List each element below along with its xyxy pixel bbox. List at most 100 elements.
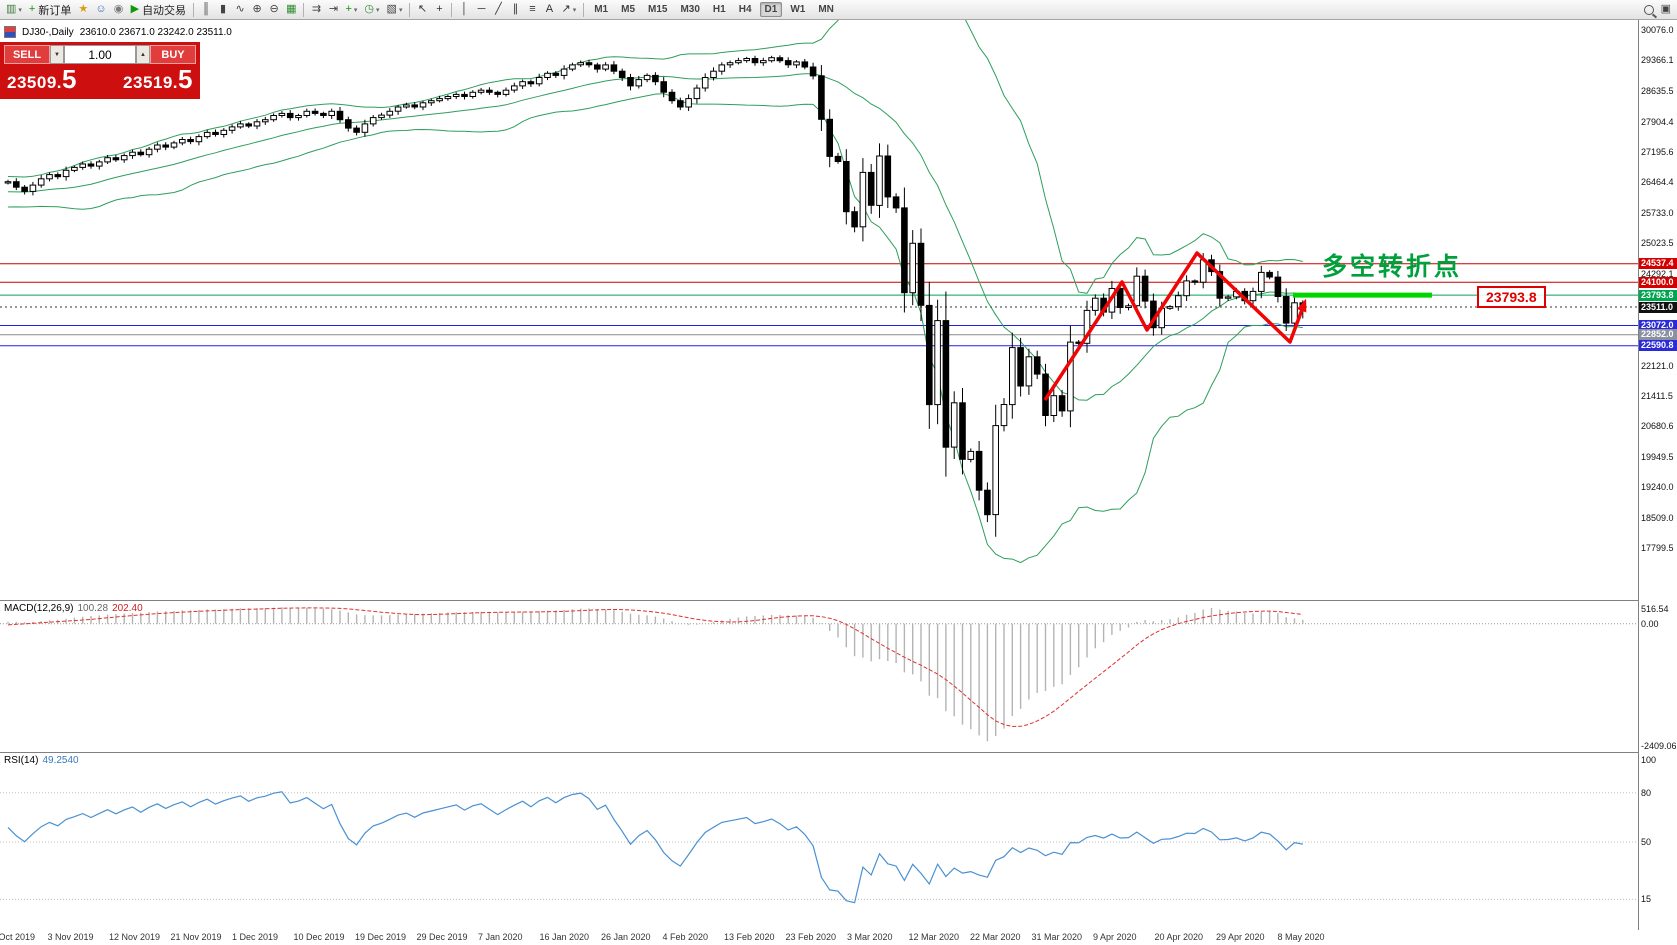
auto-scroll-button[interactable]: ⇉ [308, 1, 324, 18]
time-axis[interactable]: 24 Oct 2019 3 Nov 2019 12 Nov 2019 21 Nov 2… [0, 930, 1677, 945]
macd-indicator-chart[interactable] [0, 600, 1677, 752]
main-chart-panel[interactable]: DJ30-,Daily 23610.0 23671.0 23242.0 2351… [0, 20, 1677, 600]
volume-input[interactable] [64, 45, 136, 64]
text-icon: A [545, 3, 554, 15]
horizontal-line-icon: ─ [477, 3, 486, 15]
crosshair-icon: + [436, 3, 443, 15]
date-label: 12 Mar 2020 [908, 932, 960, 942]
vertical-line-icon: │ [461, 3, 468, 15]
price-tick-label: 18509.0 [1641, 513, 1674, 524]
buy-price[interactable]: 23519.5 [123, 64, 193, 94]
autotrading-icon: ▶ [130, 3, 140, 15]
date-label: 19 Dec 2019 [355, 932, 407, 942]
date-label: 7 Jan 2020 [478, 932, 523, 942]
rsi-indicator-chart[interactable] [0, 752, 1677, 930]
new-order-icon: + [28, 3, 36, 15]
new-chart-button[interactable]: ▥ ▾ [3, 1, 25, 18]
timeframe-button-H4[interactable]: H4 [738, 4, 752, 15]
cursor-icon: ↖ [417, 3, 428, 15]
rsi-axis-label: 15 [1641, 894, 1652, 905]
toolbar-separator [451, 2, 453, 17]
cursor-button[interactable]: ↖ [414, 1, 430, 18]
chevron-down-icon: ▾ [398, 6, 403, 14]
date-label: 23 Feb 2020 [785, 932, 837, 942]
timeframe-button-D1[interactable]: D1 [759, 2, 783, 17]
chart-shift-icon: ⇥ [328, 3, 339, 15]
date-label: 16 Jan 2020 [539, 932, 590, 942]
date-label: 9 Apr 2020 [1093, 932, 1137, 942]
panel-separator[interactable] [0, 752, 1677, 753]
metaquotes-icon: ◉ [113, 3, 124, 15]
search-button[interactable] [1641, 1, 1657, 18]
price-level-label: 22852.0 [1639, 329, 1677, 341]
periods-button[interactable]: ◷ ▾ [361, 1, 382, 18]
timeframe-button-M1[interactable]: M1 [594, 4, 609, 15]
panel-separator[interactable] [0, 600, 1677, 601]
toolbar-separator [583, 2, 585, 17]
window-layout-button[interactable]: ▣ [1658, 1, 1674, 18]
macd-axis-label: -2409.06 [1641, 741, 1677, 751]
zoom-in-button[interactable]: ⊕ [249, 1, 265, 18]
timeframe-button-W1[interactable]: W1 [790, 4, 806, 15]
timeframe-button-M30[interactable]: M30 [680, 4, 700, 15]
volume-decrease-button[interactable]: ▼ [50, 45, 64, 64]
timeframe-button-H1[interactable]: H1 [712, 4, 726, 15]
zoom-out-button[interactable]: ⊖ [266, 1, 282, 18]
templates-button[interactable]: ▧ ▾ [384, 1, 406, 18]
autotrading-button[interactable]: ▶ 自动交易 [128, 1, 189, 18]
price-tick-label: 22121.0 [1641, 360, 1674, 371]
timeframe-button-MN[interactable]: MN [818, 4, 834, 15]
vertical-line-button[interactable]: │ [456, 1, 472, 18]
price-level-label: 24537.4 [1639, 258, 1677, 270]
price-tick-label: 25733.0 [1641, 208, 1674, 219]
price-tick-label: 20680.6 [1641, 421, 1674, 432]
community-button[interactable]: ☺ [92, 1, 109, 18]
price-tick-label: 21411.5 [1641, 390, 1673, 401]
candlestick-chart[interactable] [0, 20, 1677, 600]
date-label: 3 Nov 2019 [47, 932, 94, 942]
volume-increase-button[interactable]: ▲ [136, 45, 150, 64]
zoom-in-icon: ⊕ [252, 3, 262, 15]
axis-separator [1638, 20, 1639, 930]
sell-price[interactable]: 23509.5 [7, 64, 77, 94]
tile-windows-button[interactable]: ▦ [283, 1, 299, 18]
auto-scroll-icon: ⇉ [311, 3, 322, 15]
indicators-button[interactable]: + ▾ [342, 1, 360, 18]
line-chart-button[interactable]: ∿ [232, 1, 248, 18]
bar-chart-icon: ║ [202, 3, 210, 15]
tile-windows-icon: ▦ [286, 3, 297, 15]
date-label: 29 Dec 2019 [416, 932, 468, 942]
timeframe-button-M15[interactable]: M15 [648, 4, 668, 15]
price-tick-label: 19240.0 [1641, 482, 1674, 493]
price-axis[interactable]: 30076.0 29366.1 28635.5 27904.4 27195.6 26464… [1639, 0, 1677, 945]
chart-ohlc-values: 23610.0 23671.0 23242.0 23511.0 [79, 26, 232, 38]
crosshair-button[interactable]: + [431, 1, 447, 18]
new-order-button[interactable]: + 新订单 [26, 1, 74, 18]
chart-shift-button[interactable]: ⇥ [325, 1, 341, 18]
price-tick-label: 28635.5 [1641, 85, 1674, 96]
sell-button[interactable]: SELL [4, 45, 50, 64]
candlestick-chart-button[interactable]: ▮ [215, 1, 231, 18]
price-level-label: 23793.8 [1639, 289, 1677, 301]
channel-button[interactable]: ∥ [507, 1, 523, 18]
horizontal-line-button[interactable]: ─ [473, 1, 489, 18]
periods-icon: ◷ [364, 3, 375, 15]
fibonacci-button[interactable]: ≡ [524, 1, 540, 18]
search-icon [1643, 4, 1654, 15]
date-label: 8 May 2020 [1277, 932, 1325, 942]
chart-icon [4, 26, 16, 38]
text-button[interactable]: A [541, 1, 557, 18]
buy-button[interactable]: BUY [150, 45, 196, 64]
metaquotes-button[interactable]: ◉ [111, 1, 127, 18]
trendline-button[interactable]: ╱ [490, 1, 506, 18]
macd-axis-label: 516.54 [1641, 604, 1669, 614]
toolbar-separator [193, 2, 195, 17]
date-label: 10 Dec 2019 [293, 932, 345, 942]
arrows-button[interactable]: ↗ ▾ [558, 1, 579, 18]
expert-advisors-button[interactable]: ★ [75, 1, 91, 18]
timeframe-button-M5[interactable]: M5 [621, 4, 636, 15]
date-label: 29 Apr 2020 [1216, 932, 1265, 942]
new-chart-icon: ▥ [6, 3, 17, 15]
bar-chart-button[interactable]: ║ [198, 1, 214, 18]
price-tick-label: 25023.5 [1641, 238, 1674, 249]
